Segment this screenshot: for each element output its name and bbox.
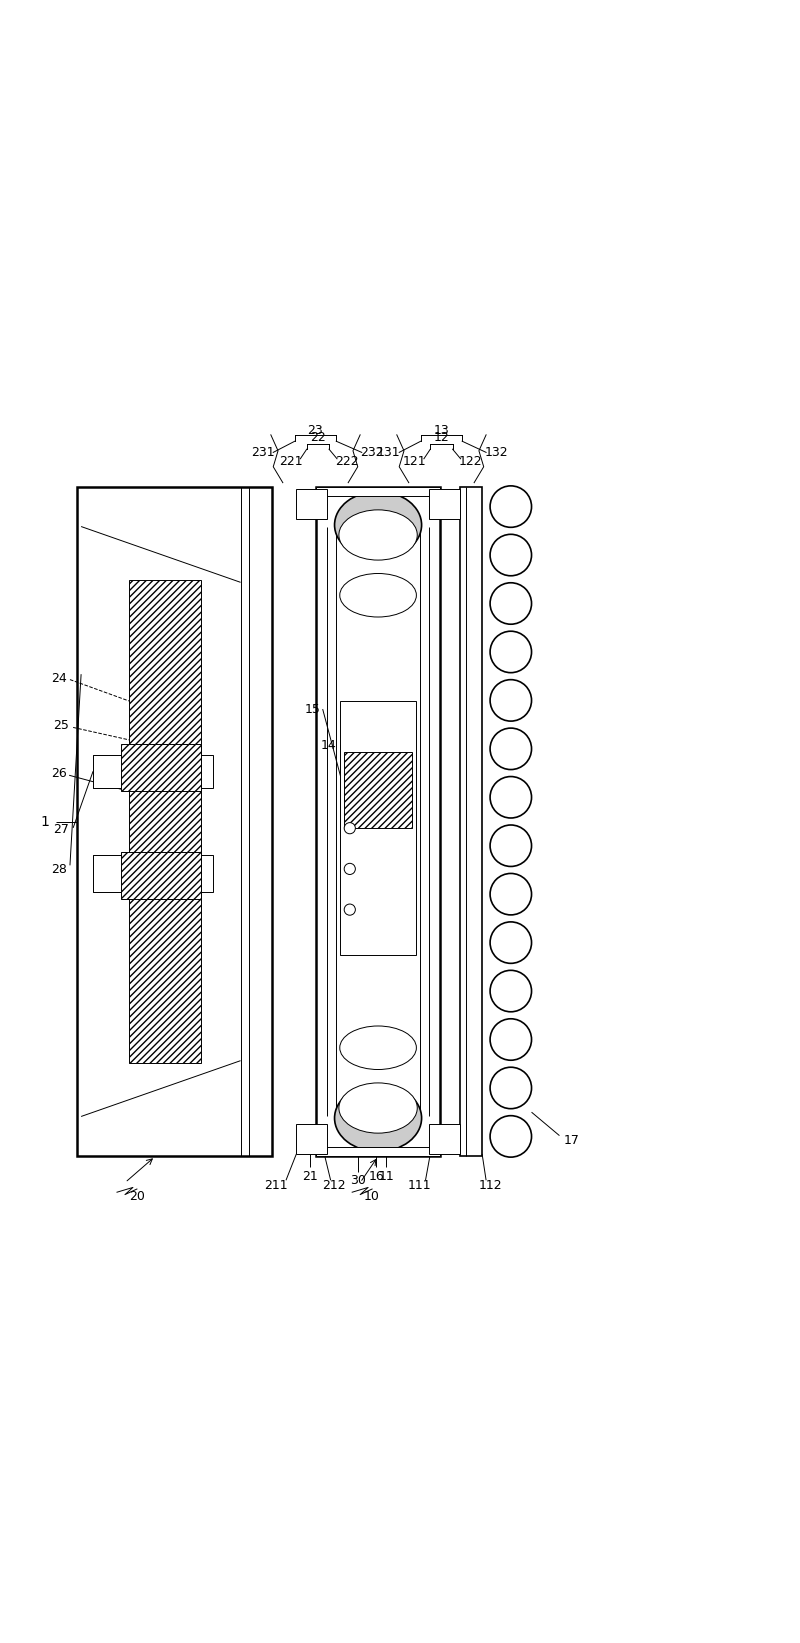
Ellipse shape [340, 1025, 416, 1070]
Circle shape [490, 534, 531, 575]
Circle shape [490, 631, 531, 672]
Bar [129, 580, 201, 1063]
Bar [121, 744, 201, 792]
Circle shape [490, 971, 531, 1012]
Bar [296, 490, 326, 519]
Circle shape [490, 922, 531, 963]
Bar [344, 752, 412, 828]
Text: 14: 14 [320, 739, 336, 752]
Text: 211: 211 [265, 1180, 288, 1193]
Ellipse shape [334, 491, 422, 559]
Text: 132: 132 [485, 445, 508, 458]
Ellipse shape [339, 509, 418, 560]
Text: 12: 12 [434, 430, 450, 444]
Circle shape [490, 1116, 531, 1157]
Text: 222: 222 [334, 455, 358, 468]
Bar [316, 486, 440, 496]
Text: 17: 17 [563, 1134, 579, 1147]
Circle shape [490, 583, 531, 624]
Bar [430, 490, 460, 519]
Circle shape [490, 680, 531, 721]
Bar [316, 486, 440, 1157]
Circle shape [490, 777, 531, 818]
Text: 20: 20 [129, 1190, 145, 1203]
Text: 25: 25 [54, 720, 69, 733]
Circle shape [344, 823, 355, 833]
Text: 212: 212 [322, 1180, 346, 1193]
Text: 24: 24 [51, 672, 66, 685]
Text: 221: 221 [279, 455, 302, 468]
Text: 22: 22 [310, 430, 326, 444]
Bar [93, 754, 213, 789]
Text: 112: 112 [478, 1180, 502, 1193]
Text: 30: 30 [350, 1173, 366, 1186]
Text: 121: 121 [402, 455, 426, 468]
Circle shape [344, 863, 355, 874]
Bar [93, 854, 213, 892]
Text: 15: 15 [304, 703, 320, 716]
Circle shape [490, 1068, 531, 1109]
Bar [340, 702, 416, 956]
Text: 21: 21 [302, 1170, 318, 1183]
Ellipse shape [334, 1084, 422, 1152]
Circle shape [344, 904, 355, 915]
Circle shape [490, 728, 531, 769]
Text: 11: 11 [378, 1170, 394, 1183]
Circle shape [490, 874, 531, 915]
Bar [77, 486, 273, 1157]
Text: 23: 23 [308, 424, 323, 437]
Text: 10: 10 [364, 1190, 380, 1203]
Text: 27: 27 [54, 823, 69, 836]
Ellipse shape [340, 573, 416, 618]
Text: 13: 13 [434, 424, 450, 437]
Circle shape [490, 1019, 531, 1060]
Circle shape [490, 825, 531, 866]
Text: 1: 1 [41, 815, 50, 828]
Bar [460, 486, 482, 1157]
Text: 26: 26 [51, 767, 66, 780]
Text: 231: 231 [251, 445, 274, 458]
Bar [121, 851, 201, 899]
Text: 16: 16 [368, 1170, 384, 1183]
Text: 122: 122 [458, 455, 482, 468]
Text: 131: 131 [377, 445, 401, 458]
Ellipse shape [339, 1083, 418, 1134]
Circle shape [490, 486, 531, 527]
Bar [316, 1147, 440, 1157]
Bar [296, 1124, 326, 1153]
Text: 232: 232 [360, 445, 384, 458]
Bar [430, 1124, 460, 1153]
Text: 28: 28 [51, 863, 66, 876]
Text: 111: 111 [408, 1180, 432, 1193]
